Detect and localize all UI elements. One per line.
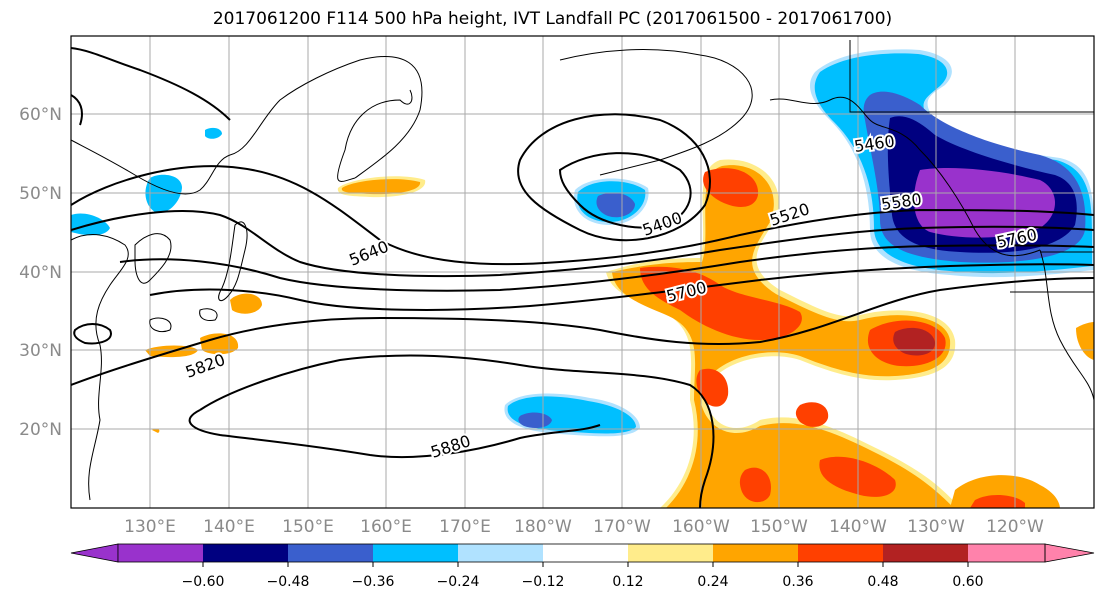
lat-label: 20°N bbox=[19, 420, 62, 440]
lon-label: 160°W bbox=[672, 517, 730, 537]
colorbar-tick-label: 0.60 bbox=[952, 574, 983, 590]
colorbar-outline bbox=[117, 543, 1046, 563]
lon-label: 120°W bbox=[986, 517, 1044, 537]
colorbar-segment bbox=[798, 544, 883, 562]
lon-label: 170°W bbox=[593, 517, 651, 537]
colorbar-segment bbox=[1044, 543, 1095, 563]
map-border bbox=[70, 35, 1095, 509]
colorbar-segment bbox=[543, 544, 628, 562]
colorbar-segment bbox=[373, 544, 458, 562]
lon-label: 130°W bbox=[907, 517, 965, 537]
colorbar-tick-label: −0.12 bbox=[522, 574, 565, 590]
longitude-axis: 130°E 140°E 150°E 160°E 170°E 180°W 170°… bbox=[124, 517, 1044, 537]
colorbar-segment bbox=[713, 544, 798, 562]
lon-label: 160°E bbox=[360, 517, 412, 537]
colorbar: −0.60 −0.48 −0.36 −0.24 −0.12 0.12 0.24 … bbox=[70, 543, 1095, 590]
lon-label: 170°E bbox=[439, 517, 491, 537]
lon-label: 140°E bbox=[203, 517, 255, 537]
colorbar-tick-label: −0.60 bbox=[182, 574, 225, 590]
colorbar-tick-label: 0.12 bbox=[612, 574, 643, 590]
negative-ivt-anomaly-shading bbox=[71, 49, 1094, 437]
colorbar-tick-label: −0.24 bbox=[437, 574, 480, 590]
lon-label: 180°W bbox=[514, 517, 572, 537]
colorbar-tick-label: −0.36 bbox=[352, 574, 395, 590]
map-title: 2017061200 F114 500 hPa height, IVT Land… bbox=[212, 9, 893, 29]
lat-label: 50°N bbox=[19, 184, 62, 204]
colorbar-tick-label: 0.24 bbox=[697, 574, 728, 590]
colorbar-tick-label: 0.48 bbox=[867, 574, 898, 590]
colorbar-tick-label: 0.36 bbox=[782, 574, 813, 590]
colorbar-segment bbox=[968, 544, 1045, 562]
colorbar-segment bbox=[458, 544, 543, 562]
colorbar-segment bbox=[883, 544, 968, 562]
latitude-axis: 60°N 50°N 40°N 30°N 20°N bbox=[19, 105, 62, 440]
lat-label: 40°N bbox=[19, 263, 62, 283]
colorbar-tick-label: −0.48 bbox=[267, 574, 310, 590]
lon-label: 140°W bbox=[829, 517, 887, 537]
colorbar-segment bbox=[118, 544, 203, 562]
colorbar-segment bbox=[70, 543, 119, 563]
colorbar-segment bbox=[203, 544, 288, 562]
colorbar-segment bbox=[288, 544, 373, 562]
height-contours bbox=[71, 47, 1094, 508]
lat-label: 30°N bbox=[19, 341, 62, 361]
lat-label: 60°N bbox=[19, 105, 62, 125]
colorbar-ticks bbox=[202, 562, 969, 567]
colorbar-segment bbox=[628, 544, 713, 562]
lon-label: 150°E bbox=[282, 517, 334, 537]
lon-label: 150°W bbox=[750, 517, 808, 537]
coastlines bbox=[71, 40, 1094, 501]
lon-label: 130°E bbox=[124, 517, 176, 537]
